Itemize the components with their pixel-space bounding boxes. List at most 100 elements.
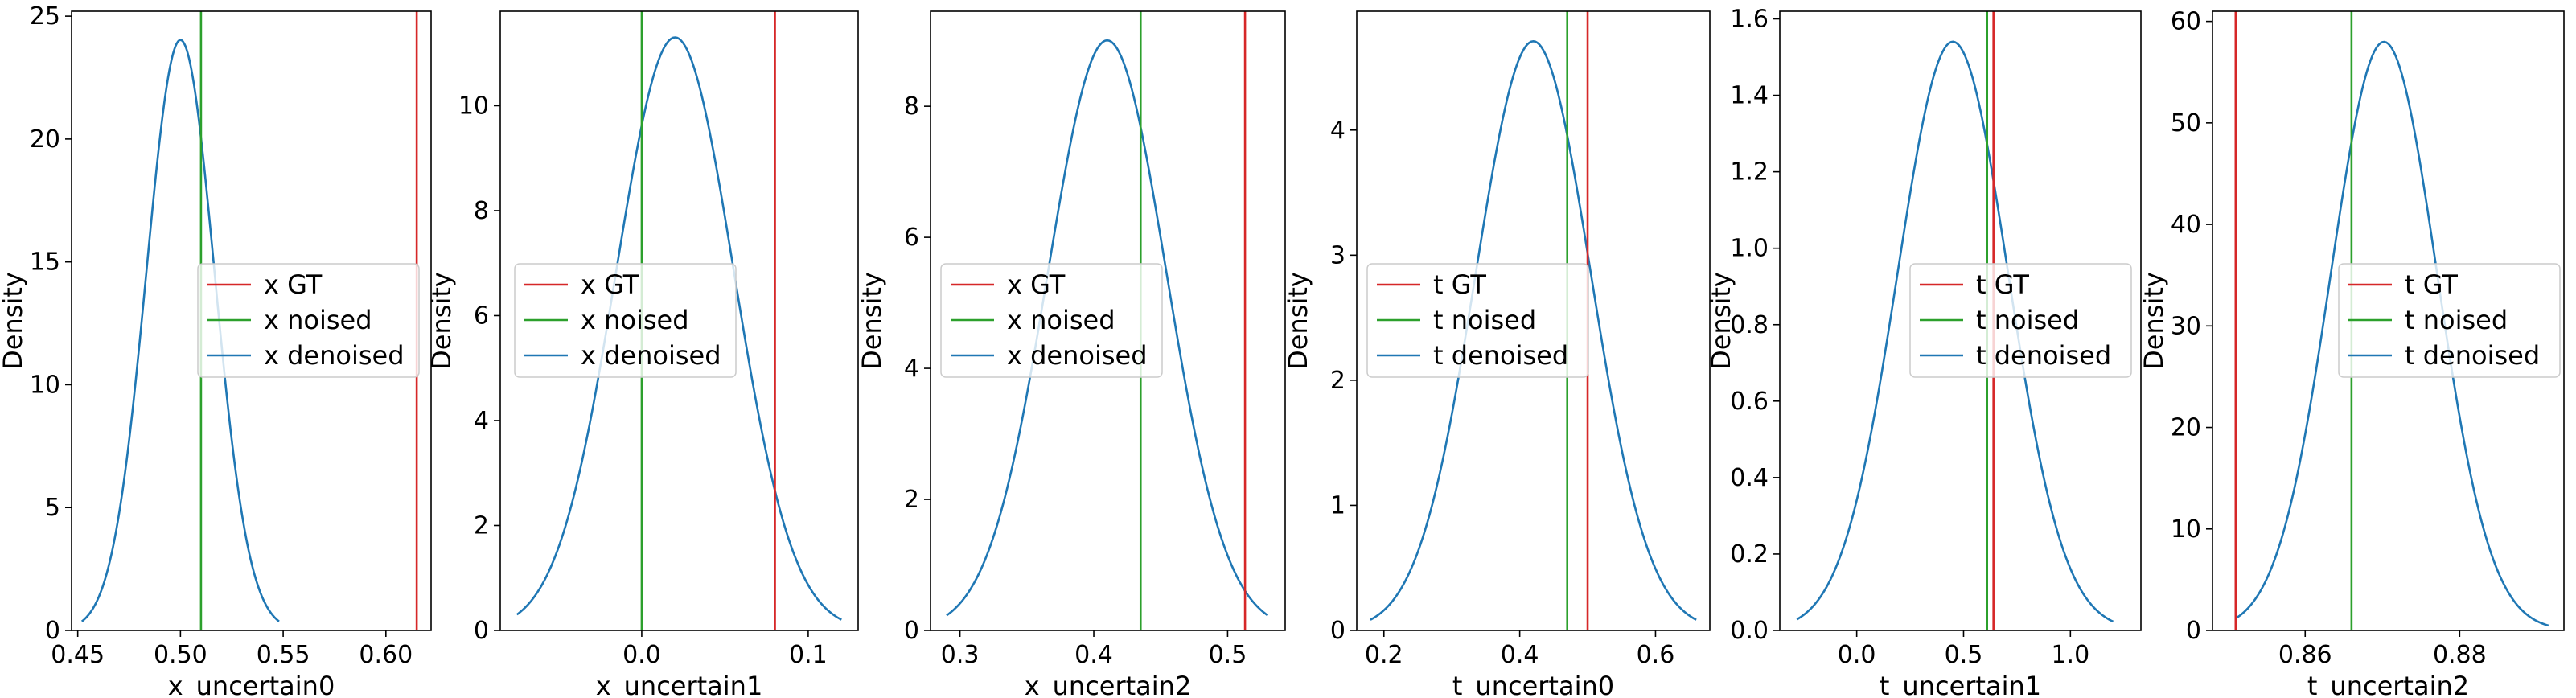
y-tick-label: 4 (1330, 117, 1346, 145)
y-tick-label: 2 (474, 511, 489, 540)
y-tick-label: 40 (2171, 211, 2201, 239)
legend-frame (1366, 263, 1589, 378)
y-tick-label: 3 (1330, 241, 1346, 269)
y-tick-label: 1 (1330, 491, 1346, 519)
y-tick-label: 0 (1330, 617, 1346, 645)
legend-label: t GT (2405, 269, 2458, 300)
density-curve-t-denoised (1370, 39, 1697, 621)
y-tick-label: 2 (904, 486, 919, 514)
y-tick-label: 4 (904, 355, 919, 383)
y-tick-label: 1.6 (1730, 6, 1769, 34)
x-tick-label: 0.4 (1074, 641, 1113, 669)
x-tick-label: 0.0 (622, 641, 661, 669)
legend-frame (1909, 263, 2132, 378)
legend-label: t GT (1433, 269, 1486, 300)
x-axis-label: x_uncertain0 (168, 671, 335, 698)
legend: t GT t noised t denoised (1366, 263, 1589, 378)
y-tick-label: 4 (474, 407, 489, 435)
y-axis-label: Density (0, 272, 28, 370)
y-tick-label: 50 (2171, 109, 2201, 138)
x-axis-label: x_uncertain2 (1025, 671, 1192, 698)
x-tick-label: 1.0 (2051, 641, 2089, 669)
x-tick-label: 0.86 (2278, 641, 2332, 669)
y-tick-label: 2 (1330, 367, 1346, 395)
x-tick-label: 0.3 (941, 641, 980, 669)
x-tick-label: 0.1 (789, 641, 828, 669)
y-tick-label: 8 (904, 92, 919, 121)
y-tick-label: 0.2 (1730, 540, 1769, 569)
y-tick-label: 20 (30, 125, 60, 154)
y-tick-label: 10 (458, 92, 489, 120)
x-tick-label: 0.5 (1945, 641, 1983, 669)
y-tick-label: 15 (30, 248, 60, 277)
y-tick-label: 0 (2186, 617, 2201, 645)
y-axis-label: Density (426, 272, 457, 370)
y-tick-label: 5 (45, 494, 60, 522)
legend-label: x denoised (264, 340, 405, 371)
legend: x GT x noised x denoised (197, 263, 420, 378)
legend-label: t denoised (1976, 340, 2111, 371)
y-tick-label: 20 (2171, 414, 2201, 442)
legend-frame (2338, 263, 2561, 378)
axes-frame (930, 10, 1286, 631)
y-tick-label: 0 (904, 617, 919, 645)
x-tick-label: 0.6 (1637, 641, 1675, 669)
legend-label: t denoised (2405, 340, 2540, 371)
y-tick-label: 10 (30, 371, 60, 399)
subplot-t_uncertain1: 0.0 0.5 1.0 0.0 0.2 0.4 0.6 0.8 1.0 1.2 1.4 1.6 t_un… (1706, 6, 2142, 698)
legend: t GT t noised t denoised (2338, 263, 2561, 378)
legend-label: t noised (1976, 305, 2079, 335)
subplot-t_uncertain2: 0.86 0.88 0 10 20 30 40 50 60 t_uncertain2 Density… (2138, 8, 2565, 698)
y-tick-label: 1.4 (1730, 82, 1769, 110)
x-tick-label: 0.4 (1501, 641, 1539, 669)
legend-frame (514, 263, 737, 378)
y-tick-label: 60 (2171, 8, 2201, 36)
y-tick-label: 25 (30, 2, 60, 31)
axes-frame (71, 10, 432, 631)
legend-label: t noised (1433, 305, 1536, 335)
legend-label: x noised (581, 305, 689, 335)
y-axis-label: Density (1706, 272, 1736, 370)
y-tick-label: 30 (2171, 312, 2201, 340)
legend-label: x denoised (1007, 340, 1148, 371)
x-tick-label: 0.50 (154, 641, 207, 669)
density-curve-x-denoised (516, 36, 842, 621)
density-curve-x-denoised (80, 39, 280, 622)
legend-frame (940, 263, 1163, 378)
y-tick-label: 8 (474, 197, 489, 225)
axes-frame (1356, 10, 1711, 631)
y-tick-label: 6 (904, 224, 919, 252)
legend: x GT x noised x denoised (514, 263, 737, 378)
legend-label: t GT (1976, 269, 2029, 300)
legend-label: x GT (581, 269, 639, 300)
y-tick-label: 0.6 (1730, 388, 1769, 416)
x-tick-label: 0.55 (257, 641, 310, 669)
legend-label: t noised (2405, 305, 2508, 335)
axes-frame (2212, 10, 2565, 631)
density-curve-t-denoised (2235, 40, 2549, 627)
x-tick-label: 0.60 (359, 641, 413, 669)
legend-label: x noised (264, 305, 372, 335)
y-tick-label: 0.8 (1730, 311, 1769, 339)
density-curve-x-denoised (946, 39, 1269, 617)
y-axis-label: Density (1283, 272, 1313, 370)
y-tick-label: 6 (474, 302, 489, 330)
axes-frame (1779, 10, 2142, 631)
y-axis-label: Density (2138, 272, 2169, 370)
y-axis-label: Density (857, 272, 887, 370)
y-tick-label: 1.0 (1730, 235, 1769, 263)
y-tick-label: 0 (474, 617, 489, 645)
x-axis-label: x_uncertain1 (596, 671, 763, 698)
subplot-t_uncertain0: 0.2 0.4 0.6 0 1 2 3 4 t_uncertain0 Density t GT t n… (1283, 10, 1711, 698)
legend: x GT x noised x denoised (940, 263, 1163, 378)
legend-label: t denoised (1433, 340, 1568, 371)
x-axis-label: t_uncertain0 (1452, 671, 1614, 698)
x-tick-label: 0.88 (2433, 641, 2487, 669)
subplot-x_uncertain0: 0.45 0.50 0.55 0.60 0 5 10 15 20 25 x_uncertain0 De… (0, 2, 432, 698)
legend-label: x noised (1007, 305, 1115, 335)
x-tick-label: 0.2 (1365, 641, 1403, 669)
legend-label: x denoised (581, 340, 721, 371)
y-tick-label: 0.4 (1730, 464, 1769, 492)
subplot-x_uncertain2: 0.3 0.4 0.5 0 2 4 6 8 x_uncertain2 Density x GT x n… (857, 10, 1286, 698)
y-tick-label: 1.2 (1730, 158, 1769, 187)
